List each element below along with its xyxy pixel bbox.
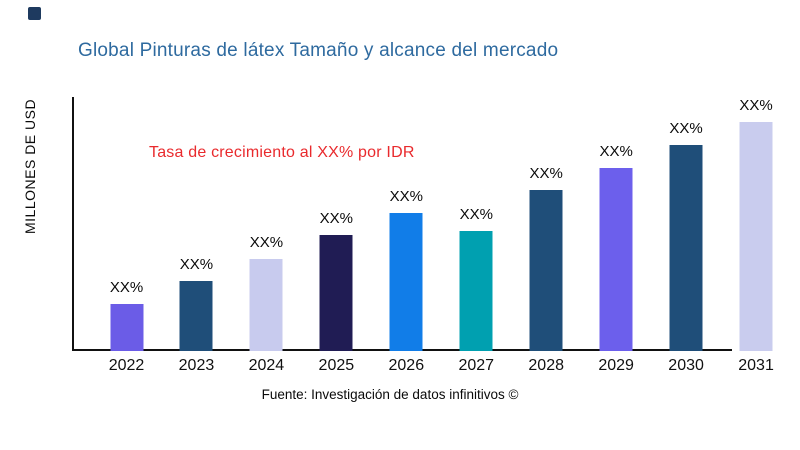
bar-group: XX% 2030 [651, 97, 721, 374]
bar [669, 145, 703, 351]
chart-title: Global Pinturas de látex Tamaño y alcanc… [78, 40, 559, 61]
x-tick-label: 2029 [598, 357, 634, 374]
bar [599, 168, 633, 351]
growth-rate-annotation: Tasa de crecimiento al XX% por IDR [149, 144, 415, 161]
bar-group: XX% 2026 [371, 97, 441, 374]
source-caption: Fuente: Investigación de datos infinitiv… [261, 387, 519, 402]
bar [459, 231, 493, 351]
bar-value-label: XX% [739, 97, 773, 114]
bar [319, 235, 353, 351]
x-tick-label: 2023 [178, 357, 215, 374]
y-axis-label: MILLONES DE USD [22, 98, 38, 234]
bar-value-label: XX% [599, 143, 633, 160]
bar [249, 259, 283, 351]
plot-area: XX% 2022 XX% 2023 XX% 2024 XX% 2025 XX% 2026 XX% 20… [72, 97, 782, 374]
bar-value-label: XX% [389, 188, 423, 205]
bar [389, 213, 423, 351]
bar-group: XX% 2024 [231, 97, 301, 374]
bar-value-label: XX% [179, 256, 214, 273]
bar-value-label: XX% [249, 234, 284, 251]
bar-value-label: XX% [529, 165, 563, 182]
bar-value-label: XX% [669, 120, 703, 137]
x-tick-label: 2031 [738, 357, 774, 374]
bar [529, 190, 563, 351]
bar-group: XX% 2027 [441, 97, 511, 374]
bar [110, 304, 143, 351]
bar [179, 281, 213, 351]
x-tick-label: 2027 [458, 357, 495, 374]
x-tick-label: 2024 [248, 357, 285, 374]
bar-group: XX% 2029 [581, 97, 651, 374]
x-tick-label: 2022 [108, 357, 145, 374]
bar-value-label: XX% [319, 210, 354, 227]
logo-mark-icon [28, 7, 41, 20]
bar-group: XX% 2023 [161, 97, 231, 374]
bar-group: XX% 2025 [301, 97, 371, 374]
bar-group: XX% 2022 [92, 97, 162, 374]
x-tick-label: 2030 [668, 357, 704, 374]
x-tick-label: 2025 [318, 357, 355, 374]
bar-group: XX% 2031 [721, 97, 791, 374]
bar [739, 122, 773, 351]
bar-value-label: XX% [459, 206, 493, 223]
y-axis-line [72, 97, 74, 351]
x-tick-label: 2026 [388, 357, 425, 374]
bar-value-label: XX% [109, 279, 144, 296]
bar-group: XX% 2028 [511, 97, 581, 374]
x-tick-label: 2028 [528, 357, 564, 374]
